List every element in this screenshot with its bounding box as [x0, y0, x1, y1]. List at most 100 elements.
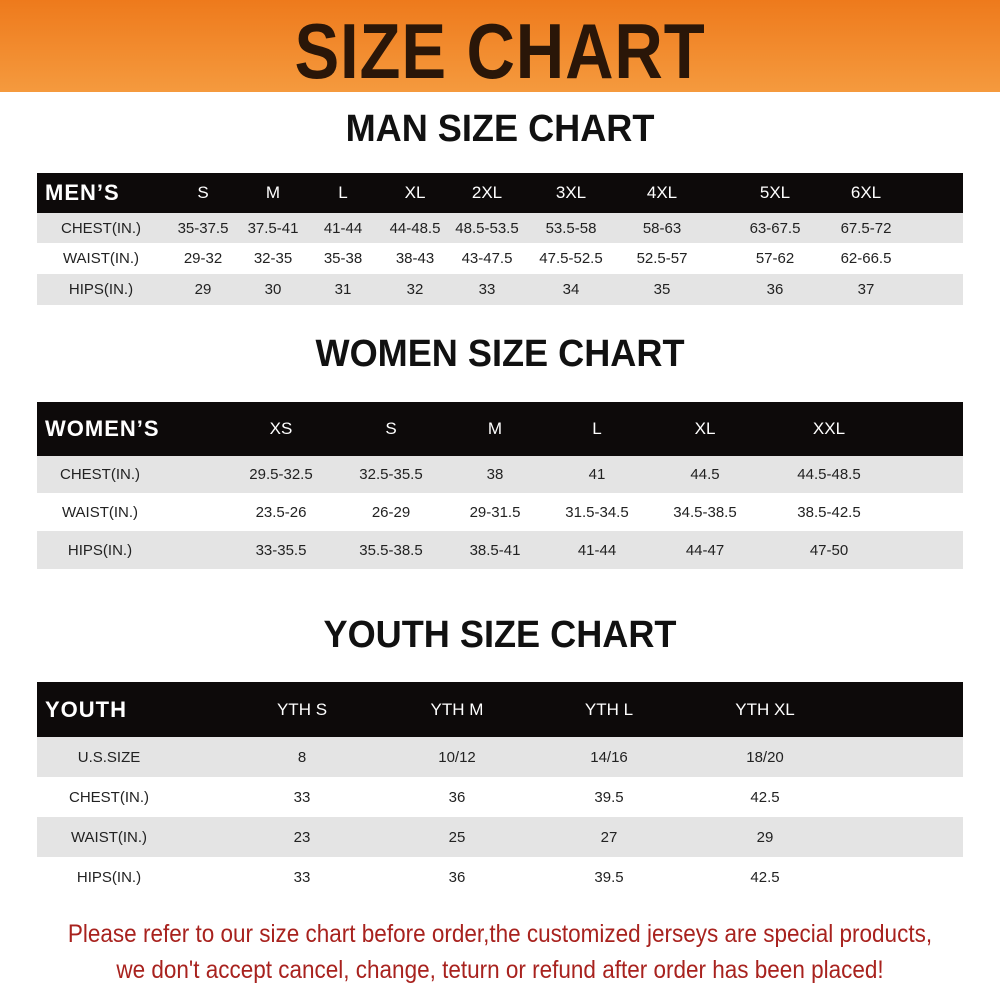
table-cell: 29.5-32.5: [249, 466, 313, 483]
table-cell: 31.5-34.5: [565, 503, 629, 521]
table-cell: 30: [264, 281, 282, 298]
size-column-header: XS: [269, 419, 293, 438]
size-column-header: XL: [694, 419, 716, 438]
table-cell: 39.5: [594, 868, 624, 886]
youth-section-title: YOUTH SIZE CHART: [323, 614, 677, 656]
table-cell: 47.5-52.5: [539, 250, 603, 267]
table-cell: 33: [293, 788, 311, 806]
table-cell: 27: [600, 828, 618, 846]
table-cell: 32.5-35.5: [359, 466, 423, 483]
table-cell: 37: [857, 281, 875, 298]
row-label: CHEST(IN.): [60, 466, 140, 483]
table-cell: 35-38: [323, 250, 363, 267]
footer-notice-line-2: we don't accept cancel, change, teturn o…: [116, 956, 884, 984]
table-cell: 62-66.5: [840, 250, 892, 267]
row-label: U.S.SIZE: [77, 748, 141, 766]
table-cell: 37.5-41: [247, 219, 299, 237]
table-header-row: MEN’S S M L XL 2XL 3XL 4XL 5XL 6XL: [37, 173, 963, 213]
size-column-header: M: [487, 419, 503, 438]
size-column-header: YTH XL: [735, 699, 795, 719]
table-cell: 38-43: [395, 250, 435, 267]
table-row: WAIST(IN.) 23 25 27 29: [37, 817, 963, 857]
table-cell: 35.5-38.5: [359, 541, 423, 559]
women-section-title: WOMEN SIZE CHART: [315, 333, 685, 375]
table-row: WAIST(IN.) 23.5-26 26-29 29-31.5 31.5-34.5 34…: [37, 493, 963, 531]
women-size-table: WOMEN’S XS S M L XL XXL CHEST(IN.) 29.5-32.5 32.5…: [37, 402, 963, 569]
table-row: WAIST(IN.) 29-32 32-35 35-38 38-43 43-47.5 47.…: [37, 243, 963, 274]
size-column-header: S: [197, 183, 209, 202]
table-row: HIPS(IN.) 33-35.5 35.5-38.5 38.5-41 41-44 44-…: [37, 531, 963, 569]
table-cell: 58-63: [642, 219, 682, 237]
table-header-label: WOMEN’S: [45, 416, 160, 441]
table-cell: 14/16: [590, 748, 628, 766]
table-cell: 29-32: [183, 250, 223, 267]
table-cell: 35: [653, 281, 671, 298]
table-cell: 42.5: [750, 868, 780, 886]
table-cell: 36: [448, 868, 466, 886]
table-cell: 44-47: [685, 541, 725, 559]
table-cell: 32-35: [253, 250, 293, 267]
row-label: HIPS(IN.): [68, 281, 134, 298]
size-column-header: L: [592, 419, 602, 438]
table-cell: 36: [766, 281, 784, 298]
size-column-header: XXL: [812, 419, 846, 438]
table-row: HIPS(IN.) 29 30 31 32 33 34 35 36 37: [37, 274, 963, 305]
table-cell: 29: [194, 281, 212, 298]
table-header-label: MEN’S: [45, 180, 120, 205]
table-cell: 29-31.5: [469, 503, 521, 521]
table-cell: 8: [297, 748, 307, 766]
table-cell: 52.5-57: [636, 250, 688, 267]
table-cell: 34: [562, 281, 580, 298]
table-cell: 57-62: [755, 250, 795, 267]
table-cell: 41: [588, 466, 606, 483]
table-cell: 33: [293, 868, 311, 886]
table-cell: 18/20: [746, 748, 784, 766]
table-cell: 25: [448, 828, 466, 846]
table-row: CHEST(IN.) 33 36 39.5 42.5: [37, 777, 963, 817]
table-row: U.S.SIZE 8 10/12 14/16 18/20: [37, 737, 963, 777]
row-label: CHEST(IN.): [69, 788, 149, 806]
table-header-label: YOUTH: [45, 696, 127, 722]
table-cell: 44.5: [690, 466, 720, 483]
table-cell: 67.5-72: [840, 219, 892, 237]
table-cell: 31: [334, 281, 352, 298]
banner: SIZE CHART: [0, 0, 1000, 95]
size-column-header: 2XL: [471, 183, 503, 202]
row-label: HIPS(IN.): [67, 541, 133, 559]
size-column-header: 6XL: [850, 183, 882, 202]
table-header-row: YOUTH YTH S YTH M YTH L YTH XL: [37, 682, 963, 737]
youth-size-table: YOUTH YTH S YTH M YTH L YTH XL U.S.SIZE 8 10/12…: [37, 682, 963, 897]
table-header-row: WOMEN’S XS S M L XL XXL: [37, 402, 963, 456]
men-size-table: MEN’S S M L XL 2XL 3XL 4XL 5XL 6XL CHEST(IN.) 35-37…: [37, 173, 963, 305]
size-column-header: S: [385, 419, 397, 438]
table-cell: 44-48.5: [389, 219, 441, 237]
table-cell: 43-47.5: [461, 250, 513, 267]
footer-notice-line-1: Please refer to our size chart before or…: [67, 920, 933, 948]
size-column-header: YTH L: [584, 699, 634, 719]
table-cell: 26-29: [371, 503, 411, 521]
table-cell: 39.5: [594, 788, 624, 806]
table-cell: 47-50: [809, 541, 849, 559]
table-cell: 41-44: [577, 541, 617, 559]
table-cell: 34.5-38.5: [673, 503, 737, 521]
table-cell: 32: [406, 281, 424, 298]
size-column-header: 3XL: [555, 183, 587, 202]
table-cell: 41-44: [323, 219, 363, 237]
row-label: CHEST(IN.): [61, 219, 141, 237]
size-column-header: YTH S: [276, 699, 328, 719]
table-row: CHEST(IN.) 29.5-32.5 32.5-35.5 38 41 44.5 44.5…: [37, 456, 963, 493]
table-cell: 63-67.5: [749, 219, 801, 237]
row-label: HIPS(IN.): [76, 868, 142, 886]
table-cell: 38.5-42.5: [797, 503, 861, 521]
table-cell: 38.5-41: [469, 541, 521, 559]
table-cell: 23.5-26: [255, 503, 307, 521]
table-cell: 33-35.5: [255, 541, 307, 559]
size-column-header: XL: [404, 183, 426, 202]
row-label: WAIST(IN.): [62, 250, 140, 267]
row-label: WAIST(IN.): [61, 503, 139, 521]
row-label: WAIST(IN.): [70, 828, 148, 846]
size-column-header: YTH M: [430, 699, 484, 719]
page-title: SIZE CHART: [294, 7, 706, 95]
table-cell: 42.5: [750, 788, 780, 806]
size-column-header: L: [338, 183, 348, 202]
